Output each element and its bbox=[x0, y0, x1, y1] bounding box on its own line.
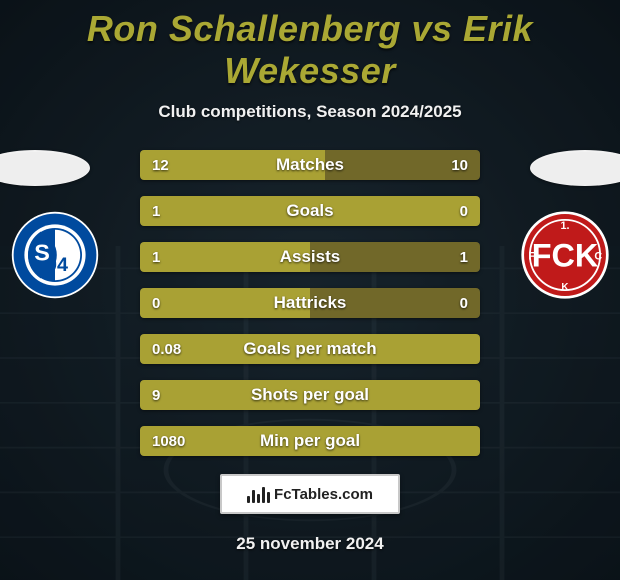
right-country-flag bbox=[530, 150, 620, 186]
bar-right-fill bbox=[310, 288, 480, 318]
left-club-logo: 04 S bbox=[10, 210, 100, 300]
stat-bar-goals: 1Goals0 bbox=[140, 196, 480, 226]
bar-left-fill bbox=[140, 242, 310, 272]
stat-bar-hattricks: 0Hattricks0 bbox=[140, 288, 480, 318]
left-player-side: 04 S bbox=[0, 150, 120, 300]
bar-left-fill bbox=[140, 426, 480, 456]
bar-track bbox=[140, 426, 480, 456]
bar-left-fill bbox=[140, 150, 325, 180]
svg-text:S: S bbox=[34, 239, 50, 265]
bar-left-fill bbox=[140, 380, 480, 410]
comparison-row: 04 S 12Matches10 1Goals0 1Assists1 0Hattric… bbox=[0, 150, 620, 456]
svg-text:1.: 1. bbox=[561, 220, 570, 232]
svg-text:FCK: FCK bbox=[532, 238, 599, 274]
bar-track bbox=[140, 334, 480, 364]
stat-bar-goals-per-match: 0.08Goals per match bbox=[140, 334, 480, 364]
stat-bar-shots-per-goal: 9Shots per goal bbox=[140, 380, 480, 410]
date-text: 25 november 2024 bbox=[236, 534, 383, 554]
stat-bar-assists: 1Assists1 bbox=[140, 242, 480, 272]
bar-right-fill bbox=[325, 150, 480, 180]
stat-bars: 12Matches10 1Goals0 1Assists1 0Hattricks0 0.… bbox=[120, 150, 500, 456]
right-player-side: 1. K F C FCK bbox=[500, 150, 620, 300]
bar-right-fill bbox=[310, 242, 480, 272]
subtitle: Club competitions, Season 2024/2025 bbox=[158, 102, 461, 122]
stat-bar-min-per-goal: 1080Min per goal bbox=[140, 426, 480, 456]
bar-track bbox=[140, 380, 480, 410]
branding-text: FcTables.com bbox=[274, 486, 373, 503]
bar-left-fill bbox=[140, 334, 480, 364]
stat-bar-matches: 12Matches10 bbox=[140, 150, 480, 180]
left-country-flag bbox=[0, 150, 90, 186]
bar-track bbox=[140, 242, 480, 272]
svg-text:K: K bbox=[561, 282, 569, 293]
bar-track bbox=[140, 288, 480, 318]
bars-icon bbox=[247, 485, 270, 503]
bar-left-fill bbox=[140, 288, 310, 318]
right-club-logo: 1. K F C FCK bbox=[520, 210, 610, 300]
bar-track bbox=[140, 196, 480, 226]
bar-left-fill bbox=[140, 196, 480, 226]
page-title: Ron Schallenberg vs Erik Wekesser bbox=[0, 8, 620, 92]
branding-badge: FcTables.com bbox=[220, 474, 400, 514]
bar-track bbox=[140, 150, 480, 180]
